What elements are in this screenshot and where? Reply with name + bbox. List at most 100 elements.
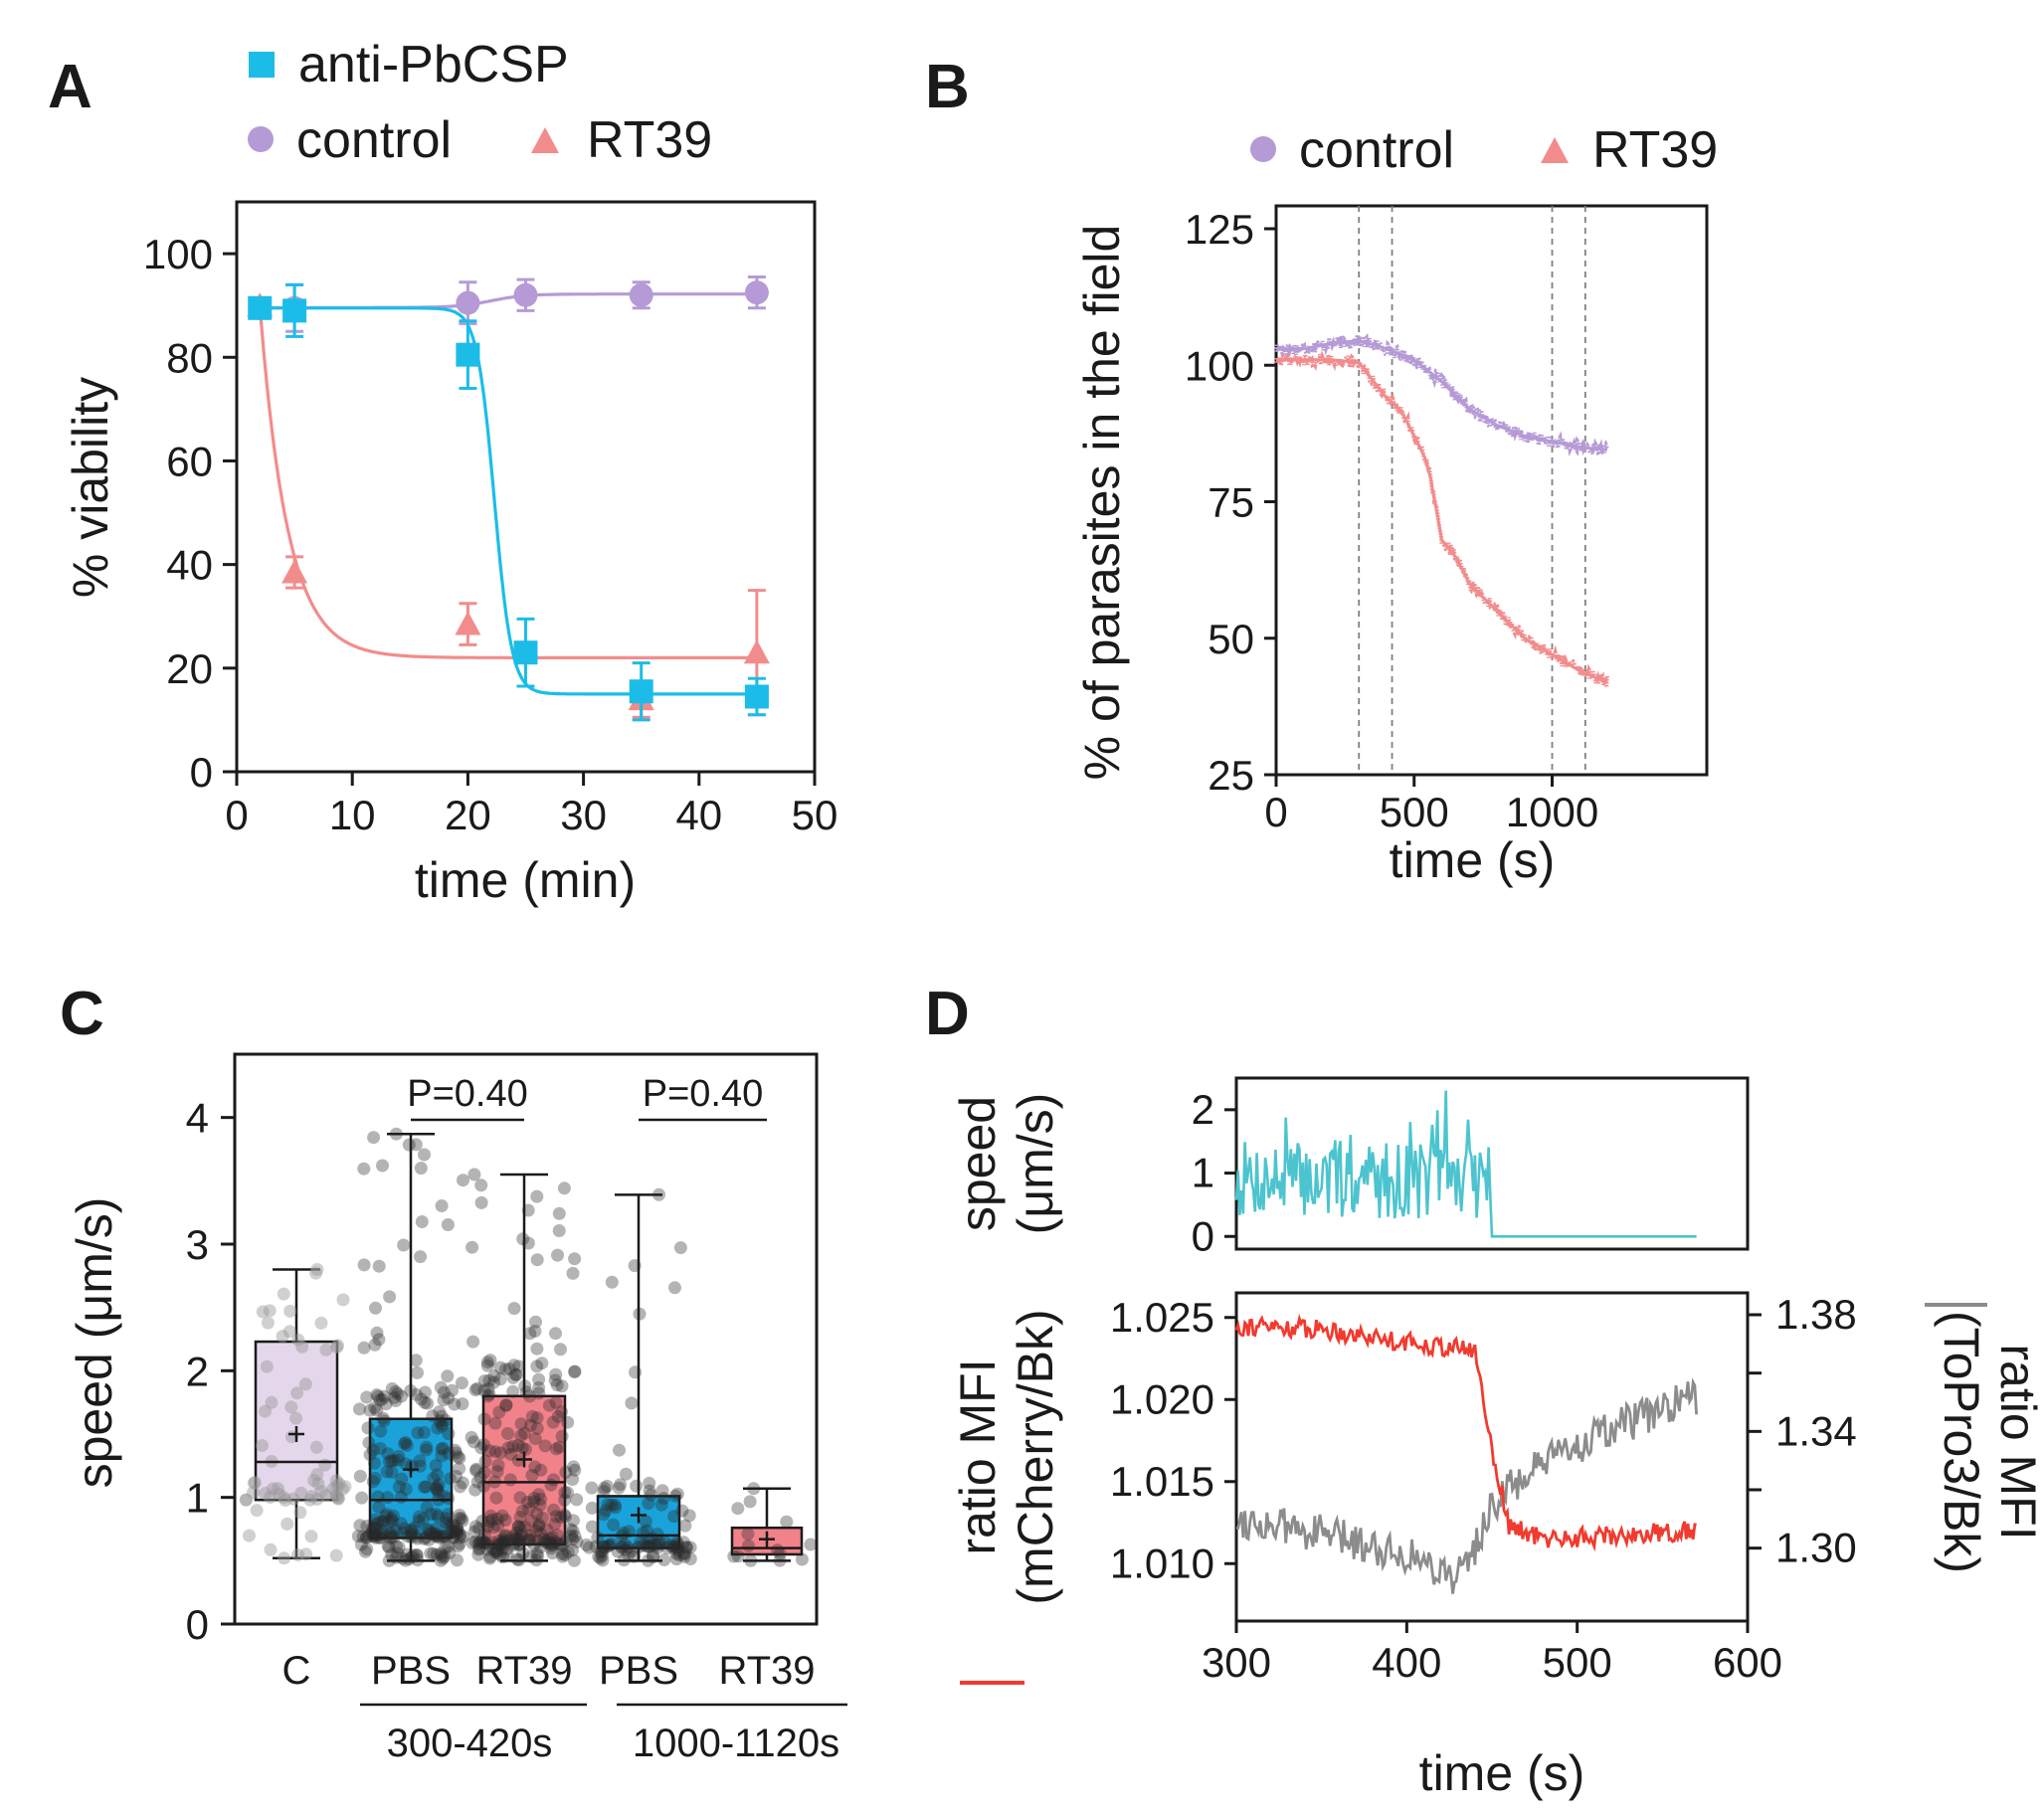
- data-point: [529, 1524, 543, 1538]
- data-point: [370, 1388, 384, 1401]
- data-point: [264, 1491, 278, 1504]
- data-point: [533, 1540, 547, 1554]
- data-point: [435, 1442, 449, 1456]
- data-point-anti-pbcsp: [282, 298, 307, 323]
- data-point: [465, 1537, 479, 1549]
- data-point: [479, 1537, 492, 1549]
- panel-a-plot-frame: [235, 200, 817, 774]
- data-point: [482, 1387, 496, 1401]
- data-point: [439, 1516, 453, 1530]
- data-point: [498, 1529, 512, 1542]
- data-point: [570, 1535, 584, 1548]
- data-point: [362, 1436, 376, 1450]
- data-point: [368, 1528, 382, 1541]
- data-point: [481, 1389, 495, 1403]
- data-point: [524, 1549, 538, 1563]
- data-point: [465, 1240, 479, 1254]
- data-point-anti-pbcsp: [744, 684, 769, 709]
- data-point: [389, 1550, 403, 1564]
- data-point: [519, 1442, 532, 1456]
- data-point: [482, 1551, 496, 1565]
- data-point: [311, 1477, 325, 1491]
- data-point: [538, 1439, 552, 1453]
- data-point: [291, 1333, 305, 1347]
- data-point: [639, 1515, 652, 1529]
- data-point: [564, 1523, 578, 1537]
- data-point: [394, 1517, 408, 1531]
- data-point: [773, 1553, 787, 1567]
- data-point: [773, 1546, 787, 1560]
- data-point: [441, 1369, 455, 1383]
- data-point: [280, 1517, 294, 1531]
- legend-label-control: control: [296, 111, 452, 169]
- data-point: [490, 1543, 504, 1557]
- data-point: [546, 1538, 560, 1551]
- data-point: [401, 1530, 415, 1543]
- data-point: [670, 1541, 683, 1554]
- data-point: [465, 1430, 478, 1444]
- data-point: [374, 1531, 388, 1544]
- data-point: [357, 1341, 371, 1355]
- data-point: [567, 1514, 580, 1528]
- data-point: [555, 1539, 569, 1552]
- fit-curve-rt39: [1276, 358, 1608, 684]
- data-point: [506, 1439, 520, 1453]
- data-point: [260, 1359, 274, 1373]
- data-point: [491, 1519, 505, 1533]
- data-point: [455, 1376, 468, 1390]
- data-point: [643, 1540, 656, 1553]
- data-point: [360, 1531, 374, 1544]
- data-point: [551, 1409, 565, 1423]
- data-point: [605, 1275, 619, 1289]
- data-point: [418, 1395, 432, 1409]
- data-point: [263, 1304, 277, 1318]
- data-point: [456, 1397, 469, 1411]
- fit-curve-anti-pbcsp: [260, 306, 757, 696]
- y-tick-label: 50: [1208, 616, 1254, 662]
- data-point: [568, 1365, 582, 1378]
- data-point: [430, 1530, 444, 1543]
- data-point: [660, 1541, 674, 1554]
- data-point: [419, 1531, 433, 1544]
- data-point: [398, 1437, 412, 1451]
- data-point: [487, 1375, 501, 1389]
- data-point: [398, 1522, 412, 1536]
- group-label-300-420s: 300-420s: [387, 1721, 553, 1765]
- data-point: [353, 1402, 366, 1416]
- data-point: [483, 1549, 497, 1563]
- data-point: [613, 1443, 626, 1457]
- data-point: [427, 1472, 441, 1486]
- data-point: [512, 1538, 526, 1551]
- data-point: [455, 1512, 468, 1526]
- data-point: [530, 1359, 544, 1373]
- data-point: [547, 1503, 560, 1517]
- y-tick-label: 4: [186, 1095, 209, 1142]
- data-point: [594, 1545, 608, 1559]
- panel-d-x-label: time (s): [1419, 1745, 1585, 1801]
- data-point: [518, 1426, 532, 1440]
- data-point: [530, 1546, 544, 1560]
- y-tick-label: 1.020: [1110, 1375, 1214, 1422]
- data-point: [442, 1540, 456, 1553]
- data-point: [532, 1520, 546, 1534]
- data-point: [532, 1386, 546, 1400]
- data-point: [523, 1389, 536, 1403]
- data-point: [400, 1547, 414, 1561]
- data-point: [298, 1377, 312, 1391]
- data-point: [475, 1515, 489, 1528]
- data-point: [544, 1537, 558, 1550]
- data-point: [405, 1525, 419, 1538]
- data-point: [647, 1548, 659, 1562]
- data-point: [629, 1365, 642, 1379]
- data-point: [365, 1521, 379, 1535]
- data-point: [530, 1189, 544, 1203]
- data-point: [527, 1539, 541, 1552]
- data-point: [290, 1386, 304, 1400]
- data-point: [490, 1512, 504, 1526]
- data-point: [389, 1524, 403, 1537]
- panel-d-left-y-label-2: (mCherry/Bk): [1008, 1309, 1063, 1604]
- x-tick-label: 500: [1543, 1639, 1612, 1686]
- data-point: [367, 1522, 380, 1536]
- data-point: [537, 1533, 551, 1546]
- data-point: [446, 1383, 459, 1397]
